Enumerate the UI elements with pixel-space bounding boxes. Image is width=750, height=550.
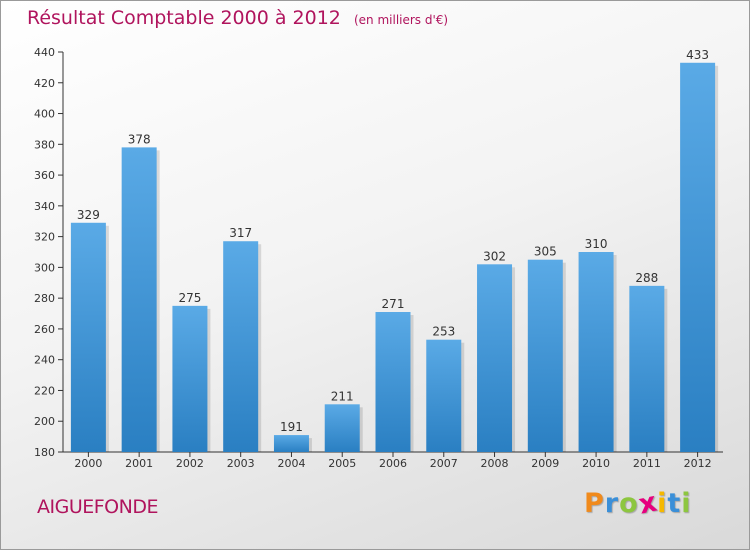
- x-tick-label: 2010: [582, 457, 610, 470]
- y-tick-label: 380: [34, 138, 55, 151]
- y-tick-label: 440: [34, 46, 55, 59]
- x-tick-label: 2001: [125, 457, 153, 470]
- data-label: 305: [534, 245, 557, 259]
- y-tick-label: 340: [34, 200, 55, 213]
- x-tick-label: 2006: [379, 457, 407, 470]
- bar: [426, 339, 462, 452]
- data-label: 275: [178, 291, 201, 305]
- data-label: 378: [128, 132, 151, 146]
- data-label: 211: [331, 389, 354, 403]
- data-label: 317: [229, 226, 252, 240]
- x-tick-label: 2007: [430, 457, 458, 470]
- y-tick-label: 360: [34, 169, 55, 182]
- data-label: 329: [77, 208, 100, 222]
- x-tick-label: 2003: [227, 457, 255, 470]
- title-row: Résultat Comptable 2000 à 2012 (en milli…: [27, 7, 448, 29]
- logo-letter: o: [619, 488, 639, 519]
- x-tick-label: 2009: [531, 457, 559, 470]
- y-tick-label: 200: [34, 415, 55, 428]
- commune-name: AIGUEFONDE: [37, 496, 158, 518]
- y-tick-label: 300: [34, 261, 55, 274]
- bar: [121, 147, 157, 452]
- y-tick-label: 240: [34, 354, 55, 367]
- bar: [527, 259, 563, 452]
- data-labels: 329 378 275 317 191 211 271 253 302 305 310 288 433: [77, 48, 709, 434]
- logo-letter: r: [604, 488, 620, 519]
- x-tick-label: 2011: [633, 457, 661, 470]
- bar: [680, 62, 716, 453]
- logo-letter: i: [681, 488, 692, 519]
- bar: [223, 241, 259, 452]
- proxiti-logo: Proxiti: [584, 486, 692, 520]
- bar: [477, 264, 513, 452]
- data-label: 302: [483, 249, 506, 263]
- data-label: 310: [585, 237, 608, 251]
- y-tick-label: 180: [34, 446, 55, 459]
- x-tick-label: 2008: [481, 457, 509, 470]
- logo-letter: i: [657, 488, 668, 519]
- y-tick-label: 420: [34, 77, 55, 90]
- x-tick-label: 2004: [277, 457, 305, 470]
- bar: [172, 305, 208, 452]
- logo-letter: P: [584, 488, 605, 519]
- data-label: 191: [280, 420, 303, 434]
- x-tick-label: 2002: [176, 457, 204, 470]
- x-tick-label: 2005: [328, 457, 356, 470]
- bar: [70, 222, 106, 452]
- bars: [70, 62, 719, 453]
- bar: [629, 285, 665, 452]
- logo-letter: t: [667, 488, 682, 519]
- y-tick-label: 220: [34, 384, 55, 397]
- y-tick-label: 260: [34, 323, 55, 336]
- bar: [578, 252, 614, 452]
- chart-title: Résultat Comptable 2000 à 2012: [27, 7, 341, 29]
- bar: [273, 435, 309, 452]
- data-label: 288: [635, 271, 658, 285]
- data-label: 433: [686, 48, 709, 62]
- data-label: 253: [432, 325, 455, 339]
- y-tick-label: 400: [34, 108, 55, 121]
- x-tick-label: 2000: [74, 457, 102, 470]
- data-label: 271: [382, 297, 405, 311]
- x-tick-label: 2012: [684, 457, 712, 470]
- y-tick-label: 320: [34, 231, 55, 244]
- unit-note: (en milliers d'€): [353, 13, 449, 27]
- bar: [375, 312, 411, 452]
- y-tick-label: 280: [34, 292, 55, 305]
- bar: [324, 404, 360, 452]
